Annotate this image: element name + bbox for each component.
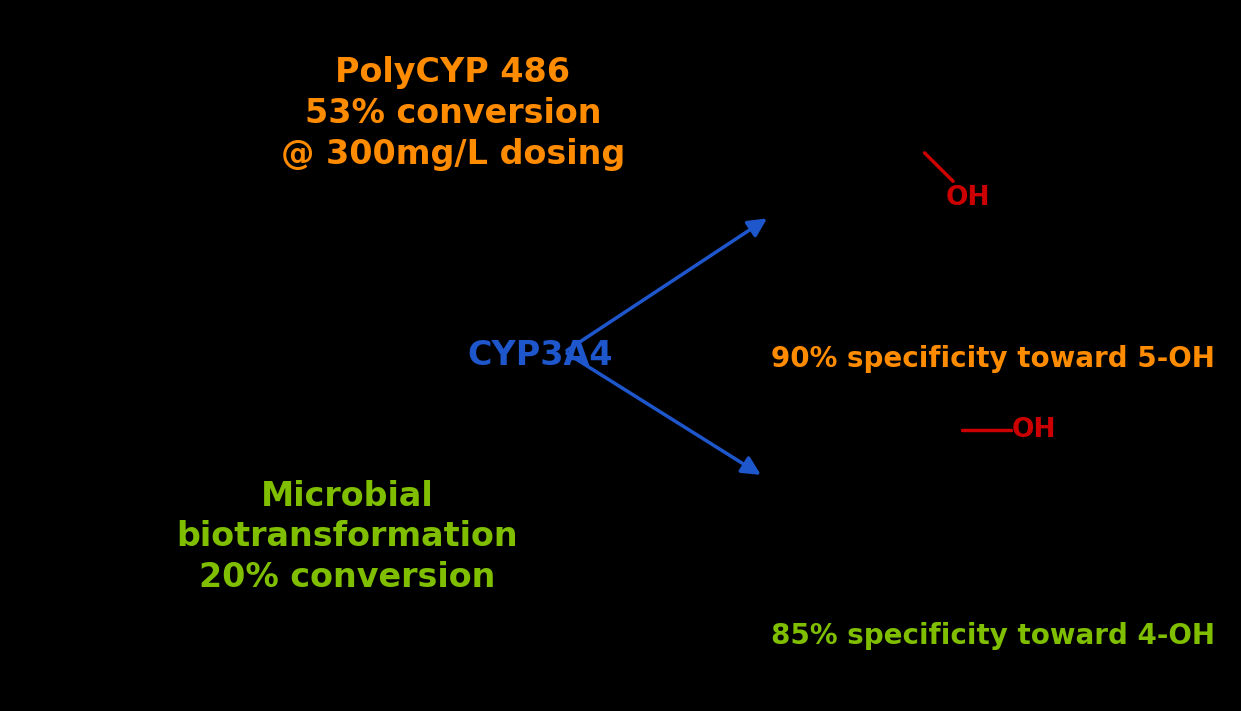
Text: OH: OH <box>946 185 990 211</box>
Text: Microbial
biotransformation
20% conversion: Microbial biotransformation 20% conversi… <box>176 479 519 594</box>
Text: 85% specificity toward 4-OH: 85% specificity toward 4-OH <box>771 622 1215 651</box>
Text: PolyCYP 486
53% conversion
@ 300mg/L dosing: PolyCYP 486 53% conversion @ 300mg/L dos… <box>280 56 625 171</box>
Text: OH: OH <box>1011 417 1056 443</box>
Text: CYP3A4: CYP3A4 <box>467 339 613 372</box>
Text: 90% specificity toward 5-OH: 90% specificity toward 5-OH <box>771 345 1215 373</box>
